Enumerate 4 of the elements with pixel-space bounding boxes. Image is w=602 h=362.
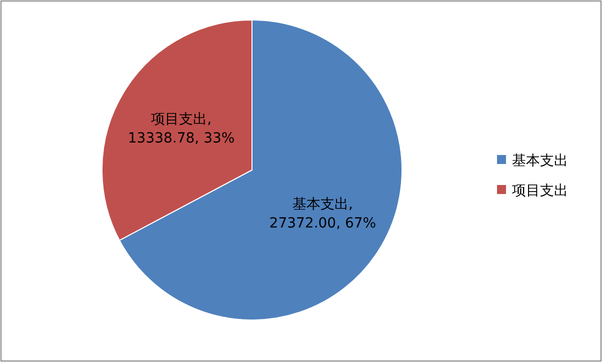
legend-label: 基本支出: [512, 153, 568, 169]
legend-label: 项目支出: [512, 183, 568, 199]
data-label: 项目支出, 13338.78, 33%: [128, 111, 235, 146]
data-label: 基本支出, 27372.00, 67%: [269, 196, 376, 232]
